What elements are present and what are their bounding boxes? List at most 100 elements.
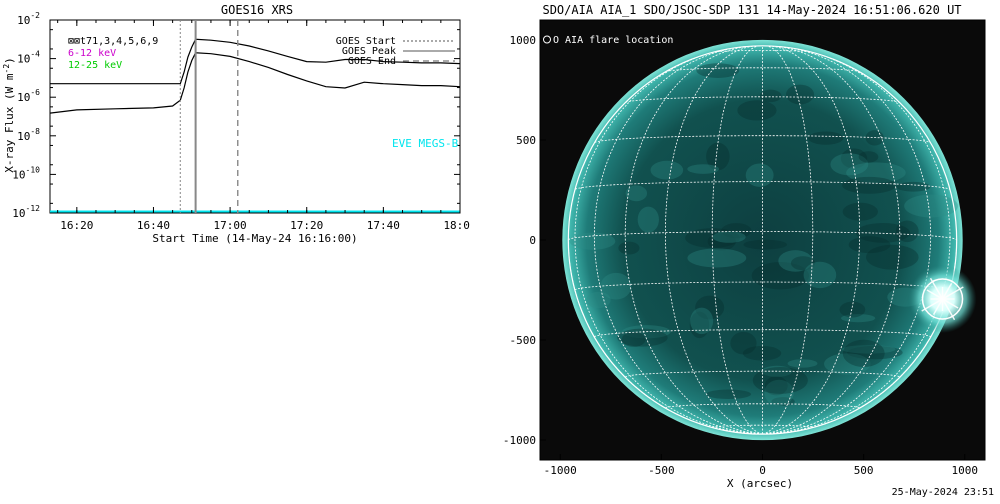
corona-feature [690,307,714,335]
flare-legend: O AIA flare location [553,35,673,46]
corona-feature [803,261,837,289]
x-tick-label: 18:00 [443,219,470,232]
corona-feature [637,206,659,233]
flare-ray [926,289,943,300]
flare-ray [941,283,953,300]
y-axis-label-text: X-ray Flux (W m [3,73,16,173]
y-axis-label-sup: -2 [2,64,11,74]
corona-feature [840,148,868,169]
flare-ray [932,298,944,315]
corona-feature [685,228,740,248]
corona-feature [712,231,746,243]
y-tick-label: 10-4 [17,50,40,66]
meridian-line [762,46,932,435]
footer-timestamp: 25-May-2024 23:51 [891,487,994,498]
corona-feature [706,142,730,171]
x-tick-label: 16:20 [60,219,93,232]
heliographic-grid [567,45,958,435]
corona-feature [830,153,869,176]
corona-feature [618,241,640,255]
corona-feature [759,89,782,103]
corona-feature [895,220,919,243]
legend-right-entry: GOES End [348,56,396,67]
goes-xrs-chart: 16:20 16:40 17:00 17:20 17:40 18:00 10-2 10-4 10… [0,0,477,260]
x-tick-label: 17:40 [367,219,400,232]
y-tick-label: 500 [516,134,536,147]
eve-megs-b-label: EVE MEGS-B [392,137,459,150]
corona-feature [904,194,959,218]
x-tick-label: 16:40 [137,219,170,232]
y-tick-label: 1000 [510,34,537,47]
corona-feature [621,332,646,347]
svg-text:X-ray Flux (W m-2): X-ray Flux (W m-2) [2,57,16,173]
corona-feature [839,301,866,318]
x-tick-label: 17:20 [290,219,323,232]
legend-circle-icon [543,35,551,44]
corona-feature [858,151,879,163]
corona-feature [706,389,752,399]
flare-ray [942,298,959,309]
meridian-line [664,45,763,435]
parallel-line [625,96,900,103]
y-axis-label: X-ray Flux (W m-2) [2,57,16,173]
aia-image-chart: SDO/AIA AIA_1 SDO/JSOC-SDP 131 14-May-20… [495,0,1000,500]
legend-left-entry: 12-25 keV [68,60,122,71]
corona-feature [808,131,844,145]
meridian-line [711,45,763,435]
solar-limb [567,45,958,435]
corona-feature [687,248,747,268]
aia-image-plot: SDO/AIA AIA_1 SDO/JSOC-SDP 131 14-May-20… [503,3,986,490]
corona-feature [848,236,891,254]
corona-feature [842,176,897,194]
corona-feature [625,185,648,202]
x-tick-label: 17:00 [214,219,247,232]
corona-feature [745,163,774,187]
x-tick-label: 500 [854,464,874,477]
parallel-line [711,424,814,428]
corona-feature [764,376,788,396]
corona-feature [764,379,794,406]
meridian-line [762,49,951,435]
corona-feature [586,291,611,309]
corona-feature [752,366,808,394]
legend-right-entry: GOES Start [336,36,396,47]
series-line-0 [50,38,461,85]
corona-feature [855,222,911,243]
corona-feature [730,331,757,355]
corona-feature [650,160,684,180]
parallel-line [594,135,931,143]
legend-left-entry: ⊠⊠t71,3,4,5,6,9 [68,36,158,47]
corona-feature [846,162,906,184]
corona-feature [696,63,740,78]
corona-feature [842,339,885,368]
y-tick-label: 0 [529,234,536,247]
y-tick-label: 10-2 [17,11,40,27]
corona-feature [600,272,632,300]
y-tick-label: 10-8 [17,127,40,143]
parallel-line [593,329,932,338]
legend-right-entry: GOES Peak [342,46,396,57]
parallel-line [574,181,951,190]
y-tick-label: -1000 [503,434,536,447]
meridian-line [762,45,861,435]
corona-feature [737,100,777,121]
y-tick-label: 10-12 [12,204,40,220]
corona-feature [787,359,818,368]
goes-xrs-plot: 16:20 16:40 17:00 17:20 17:40 18:00 10-2 10-4 10… [2,3,477,245]
y-tick-label: 10-6 [17,88,40,104]
aia-title: SDO/AIA AIA_1 SDO/JSOC-SDP 131 14-May-20… [542,3,961,17]
corona-feature [778,250,813,272]
meridian-line [593,46,763,435]
series-line-1 [49,52,461,114]
y-tick-label: 10-10 [12,165,40,181]
sun-texture [569,63,959,406]
parallel-line [713,50,812,53]
corona-feature [785,84,815,105]
x-axis-label: X (arcsec) [727,477,793,490]
corona-feature [847,345,903,360]
corona-feature [824,353,871,375]
corona-feature [842,345,896,354]
parallel-line [624,370,901,378]
corona-feature [617,328,668,347]
corona-feature [743,239,787,250]
